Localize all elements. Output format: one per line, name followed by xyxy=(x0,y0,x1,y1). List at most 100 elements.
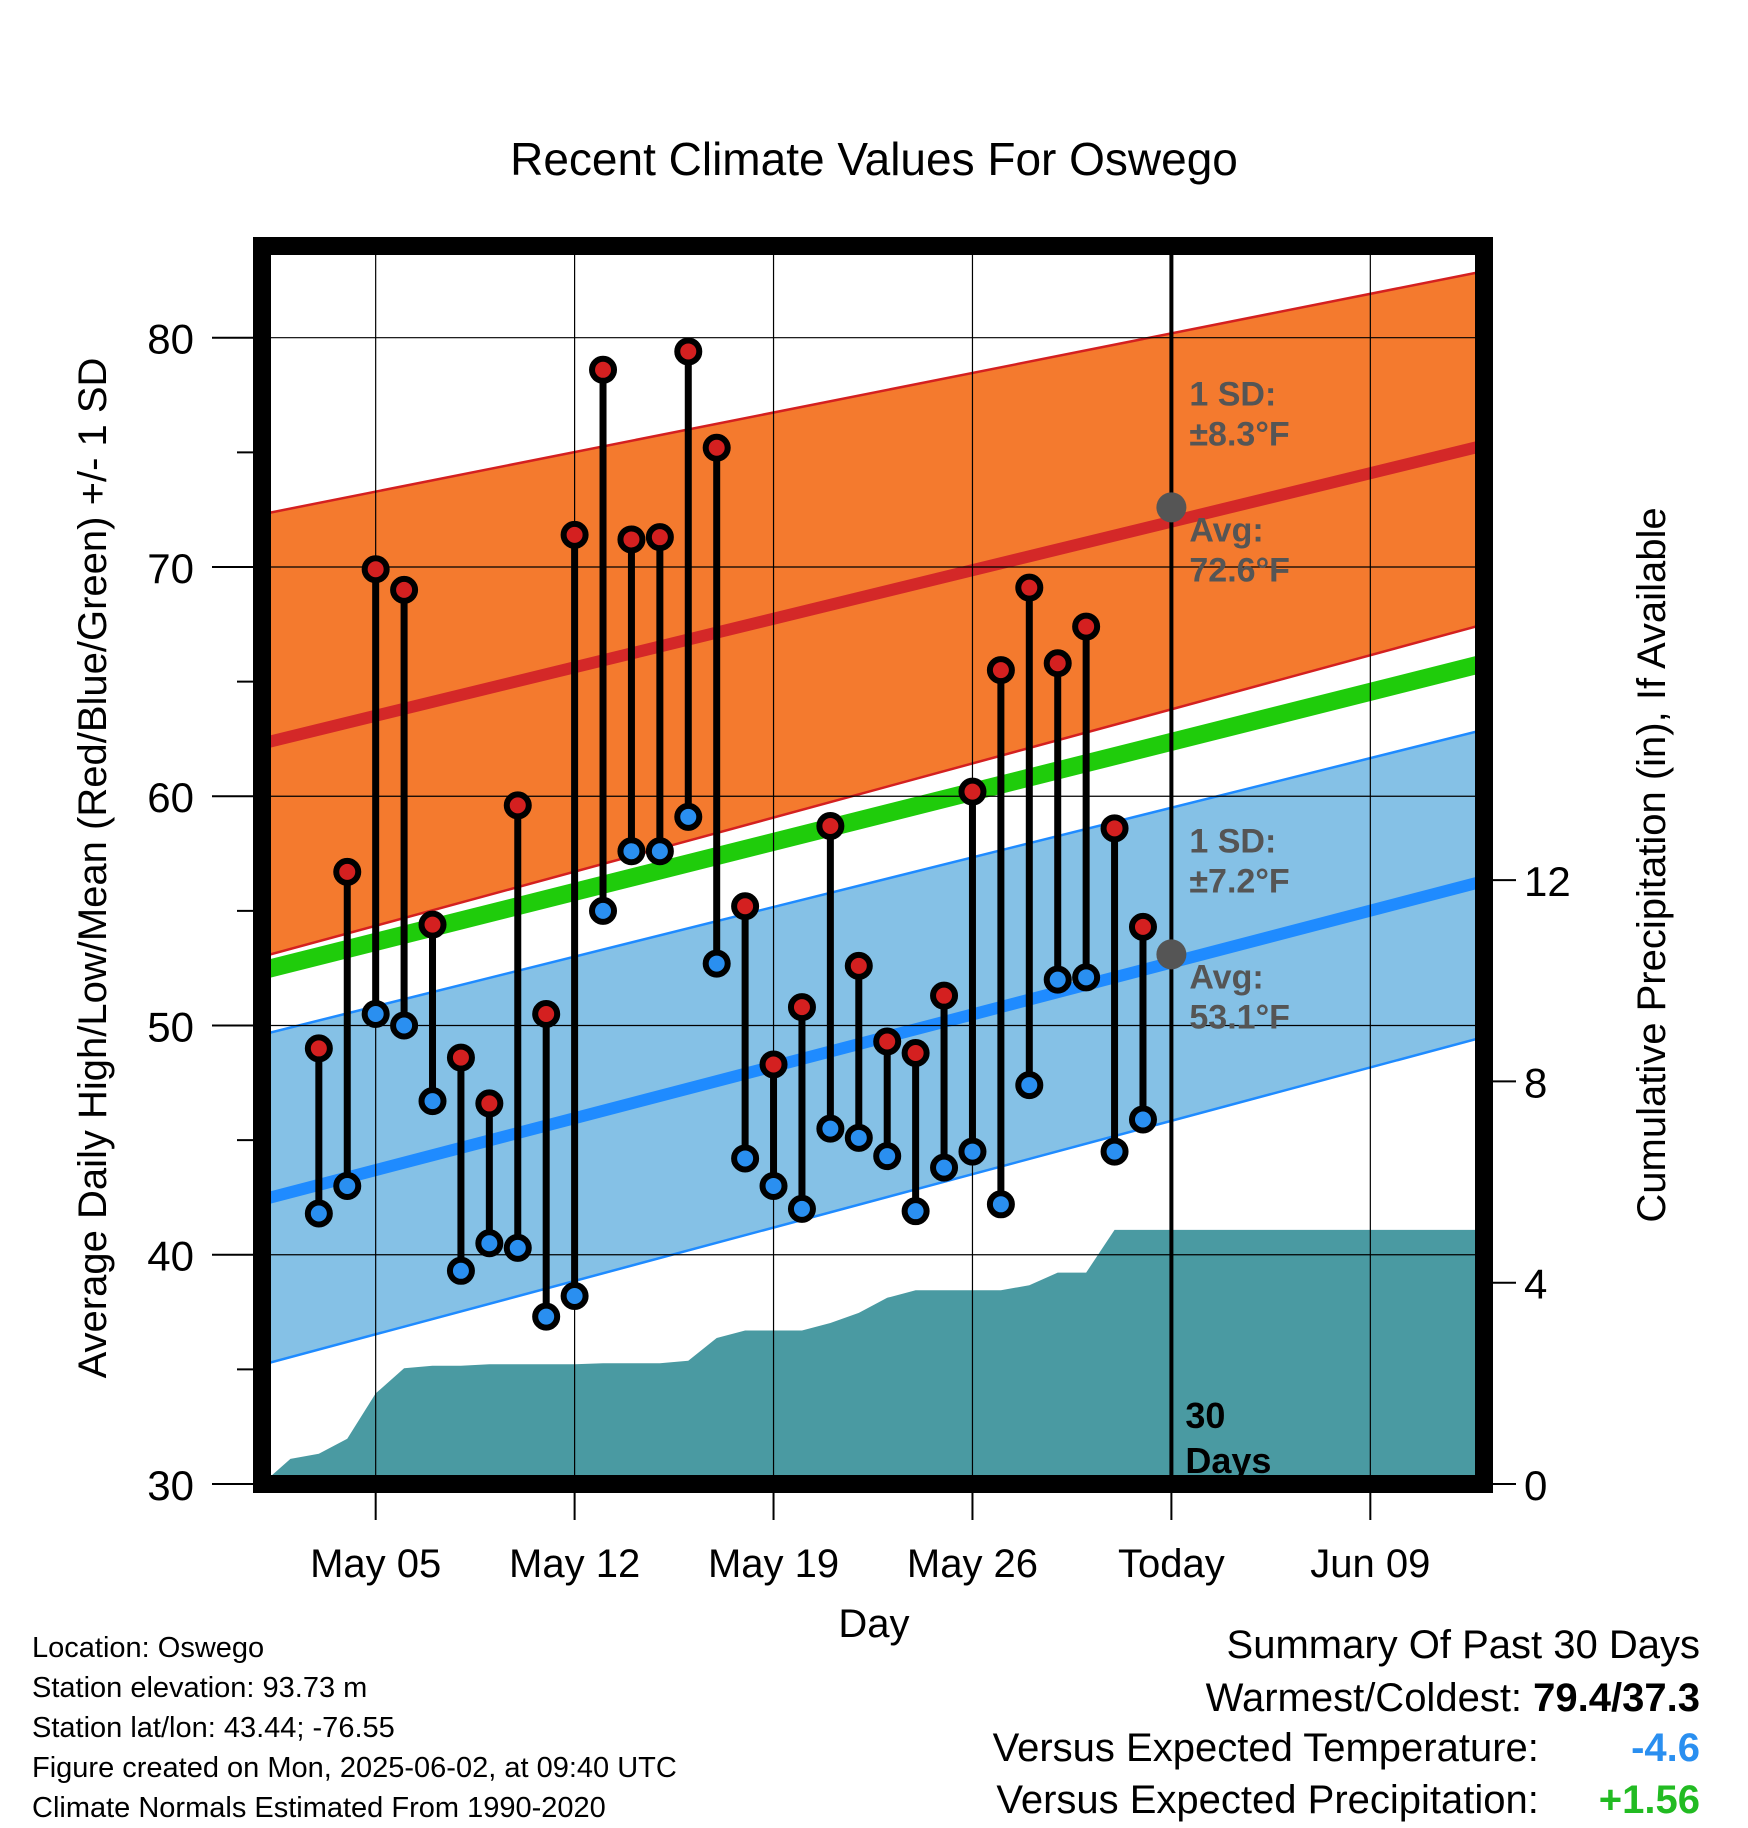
location-text: Location: Oswego xyxy=(32,1632,265,1664)
daily-high-point xyxy=(1015,573,1044,602)
daily-high-point xyxy=(844,951,873,980)
daily-high-point xyxy=(674,337,703,366)
daily-low-point xyxy=(787,1194,816,1223)
daily-high-point xyxy=(930,981,959,1010)
daily-high-point xyxy=(361,555,390,584)
daily-low-point xyxy=(532,1302,561,1331)
daily-high-point xyxy=(1100,814,1129,843)
y2-tick-label-0: 0 xyxy=(1524,1462,1547,1509)
today-window-label: 30 xyxy=(1185,1395,1225,1436)
low-band-upper-edge xyxy=(262,728,1484,1036)
daily-high-point xyxy=(1072,612,1101,641)
low-avg-line xyxy=(262,875,1484,1206)
daily-high-point xyxy=(503,791,532,820)
daily-low-point xyxy=(617,837,646,866)
latlon-text: Station lat/lon: 43.44; -76.55 xyxy=(32,1712,395,1744)
daily-low-point xyxy=(418,1087,447,1116)
daily-high-point xyxy=(759,1050,788,1079)
precip-area xyxy=(262,1229,1484,1484)
x-tick-label-3: May 26 xyxy=(907,1542,1038,1586)
daily-high-point xyxy=(617,525,646,554)
x-axis-label: Day xyxy=(838,1602,909,1646)
x-tick-label-4: Today xyxy=(1118,1542,1225,1586)
x-tick-label-5: Jun 09 xyxy=(1310,1542,1430,1586)
low-avg-label: Avg: xyxy=(1189,958,1263,996)
temp-value: -4.6 xyxy=(1631,1726,1700,1770)
summary-title: Summary Of Past 30 Days xyxy=(1226,1623,1700,1667)
warmest-label: Warmest/Coldest: xyxy=(1205,1676,1523,1720)
daily-low-point xyxy=(930,1153,959,1182)
daily-high-point xyxy=(645,523,674,552)
daily-high-point xyxy=(958,777,987,806)
daily-high-point xyxy=(560,520,589,549)
y-tick-label-1: 40 xyxy=(147,1233,194,1280)
daily-high-point xyxy=(589,355,618,384)
precip-value: +1.56 xyxy=(1598,1778,1700,1822)
daily-low-point xyxy=(1072,963,1101,992)
daily-low-point xyxy=(1015,1071,1044,1100)
y-axis-label: Average Daily High/Low/Mean (Red/Blue/Gr… xyxy=(71,358,115,1379)
high-avg-line xyxy=(262,439,1484,750)
mean-line xyxy=(262,654,1484,980)
low-avg-value: 53.1°F xyxy=(1189,998,1290,1036)
daily-low-point xyxy=(1100,1137,1129,1166)
daily-low-point xyxy=(816,1114,845,1143)
daily-low-point xyxy=(958,1137,987,1166)
created-text: Figure created on Mon, 2025-06-02, at 09… xyxy=(32,1752,677,1784)
summary-warmest: Warmest/Coldest: 79.4/37.3 xyxy=(1206,1678,1700,1718)
daily-high-point xyxy=(532,1000,561,1029)
daily-high-point xyxy=(418,910,447,939)
daily-low-point xyxy=(361,1000,390,1029)
daily-low-point xyxy=(986,1190,1015,1219)
daily-low-point xyxy=(844,1123,873,1152)
temp-label: Versus Expected Temperature: xyxy=(992,1726,1539,1770)
today-window-label: Days xyxy=(1185,1440,1271,1481)
high-band-lower-edge xyxy=(262,623,1484,958)
daily-high-point xyxy=(702,433,731,462)
daily-low-point xyxy=(446,1256,475,1285)
daily-high-point xyxy=(986,656,1015,685)
daily-low-point xyxy=(901,1197,930,1226)
daily-low-point xyxy=(873,1142,902,1171)
daily-high-point xyxy=(787,993,816,1022)
daily-low-point xyxy=(674,802,703,831)
low-avg-today-marker xyxy=(1156,939,1187,970)
daily-low-point xyxy=(645,837,674,866)
low-sd-value: ±7.2°F xyxy=(1189,862,1289,900)
y-tick-label-0: 30 xyxy=(147,1462,194,1509)
high-sd-value: ±8.3°F xyxy=(1189,415,1289,453)
y-tick-label-4: 70 xyxy=(147,545,194,592)
daily-low-point xyxy=(702,949,731,978)
y-tick-label-2: 50 xyxy=(147,1003,194,1050)
y2-tick-label-3: 12 xyxy=(1524,858,1571,905)
daily-low-point xyxy=(390,1011,419,1040)
plot-frame xyxy=(253,237,1493,1493)
high-sd-label: 1 SD: xyxy=(1189,375,1276,413)
daily-high-point xyxy=(1128,912,1157,941)
axes: 30 40 50 60 70 80 0 4 8 12 May 05 May 12 May 19 May 2… xyxy=(147,237,1571,1586)
elevation-text: Station elevation: 93.73 m xyxy=(32,1672,368,1704)
daily-high-point xyxy=(901,1038,930,1067)
warmest-value: 79.4/37.3 xyxy=(1533,1676,1700,1720)
low-sd-label: 1 SD: xyxy=(1189,822,1276,860)
x-tick-label-2: May 19 xyxy=(708,1542,839,1586)
x-tick-label-0: May 05 xyxy=(310,1542,441,1586)
daily-high-point xyxy=(333,857,362,886)
daily-low-point xyxy=(503,1233,532,1262)
y-tick-label-5: 80 xyxy=(147,316,194,363)
x-tick-label-1: May 12 xyxy=(509,1542,640,1586)
daily-high-point xyxy=(816,812,845,841)
high-avg-label: Avg: xyxy=(1189,511,1263,549)
y-tick-label-3: 60 xyxy=(147,774,194,821)
y2-axis-label: Cumulative Precipitation (in), If Availa… xyxy=(1630,507,1674,1222)
high-band-upper-edge xyxy=(262,269,1484,516)
daily-high-point xyxy=(390,575,419,604)
daily-high-point xyxy=(731,892,760,921)
daily-low-point xyxy=(589,896,618,925)
daily-high-point xyxy=(475,1089,504,1118)
daily-low-point xyxy=(1128,1105,1157,1134)
high-avg-value: 72.6°F xyxy=(1189,551,1290,589)
